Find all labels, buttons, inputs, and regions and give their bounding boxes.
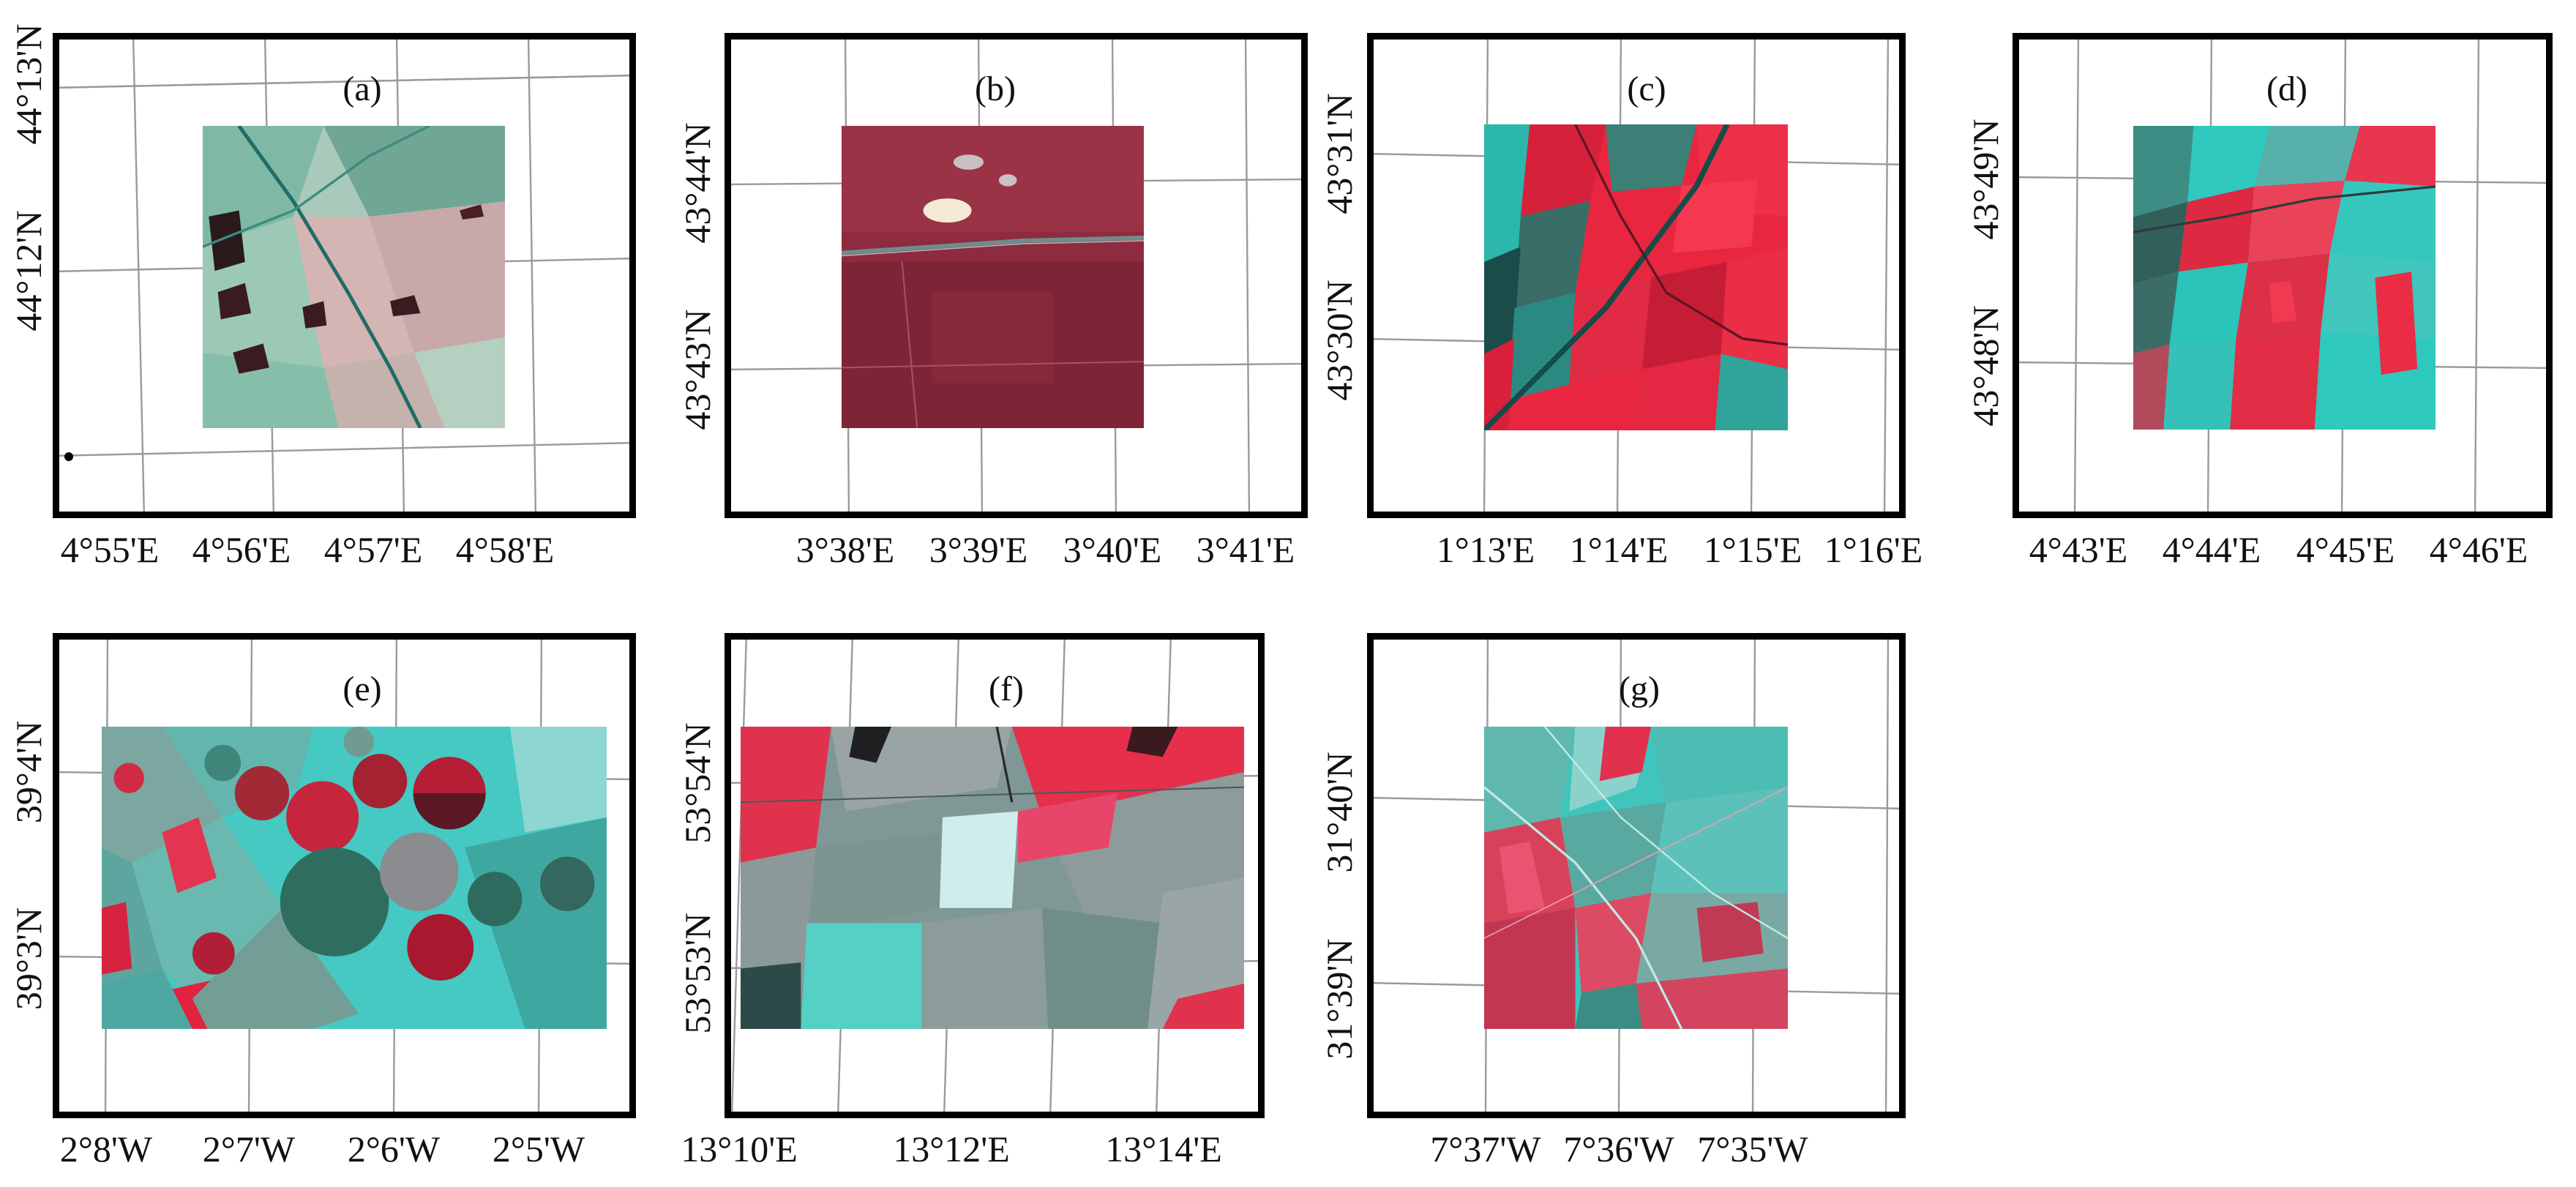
satellite-image-b xyxy=(842,126,1144,428)
x-tick-label: 3°38'E xyxy=(795,529,895,570)
x-tick-label: 13°14'E xyxy=(1105,1128,1222,1169)
satellite-image-c xyxy=(1484,124,1788,430)
y-tick-label: 43°48'N xyxy=(1965,305,2006,427)
x-tick-label: 4°44'E xyxy=(2162,529,2261,570)
x-tick-label: 2°7'W xyxy=(202,1128,296,1169)
x-tick-label: 3°41'E xyxy=(1196,529,1295,570)
y-tick-label: 44°12'N xyxy=(8,210,49,332)
x-tick-label: 2°5'W xyxy=(492,1128,585,1169)
satellite-image-f xyxy=(741,727,1244,1029)
y-tick-label: 31°39'N xyxy=(1319,938,1360,1060)
y-tick-label: 39°4'N xyxy=(8,720,49,824)
satellite-image-g xyxy=(1484,727,1788,1029)
x-tick-label: 4°55'E xyxy=(60,529,160,570)
x-tick-label: 2°8'W xyxy=(59,1128,153,1169)
map-frame-f xyxy=(724,633,1265,1118)
map-frame-g xyxy=(1367,633,1906,1118)
y-tick-label: 39°3'N xyxy=(8,907,49,1011)
y-tick-label: 43°43'N xyxy=(677,309,718,430)
x-tick-label: 4°46'E xyxy=(2429,529,2528,570)
satellite-image-a xyxy=(203,126,505,428)
satellite-image-d xyxy=(2133,126,2435,430)
y-tick-label: 53°53'N xyxy=(677,913,718,1034)
x-tick-label: 4°57'E xyxy=(323,529,423,570)
x-tick-label: 2°6'W xyxy=(347,1128,441,1169)
map-frame-b xyxy=(724,33,1308,518)
x-tick-label: 7°35'W xyxy=(1697,1128,1808,1169)
panel-label-d: (d) xyxy=(2266,70,2307,108)
y-tick-label: 43°49'N xyxy=(1965,119,2006,240)
x-tick-label: 3°40'E xyxy=(1063,529,1162,570)
y-tick-label: 31°40'N xyxy=(1319,752,1360,873)
y-tick-label: 43°44'N xyxy=(677,122,718,244)
x-tick-label: 1°14'E xyxy=(1569,529,1669,570)
panel-label-c: (c) xyxy=(1627,70,1666,108)
x-tick-label: 7°37'W xyxy=(1430,1128,1541,1169)
x-tick-label: 3°39'E xyxy=(929,529,1028,570)
x-tick-label: 4°43'E xyxy=(2029,529,2128,570)
map-frame-e xyxy=(53,633,636,1118)
x-tick-label: 13°10'E xyxy=(681,1128,798,1169)
y-tick-label: 43°30'N xyxy=(1319,280,1360,401)
satellite-image-e xyxy=(102,727,607,1029)
x-tick-label: 4°58'E xyxy=(455,529,555,570)
tick-mark xyxy=(64,452,73,461)
x-tick-label: 1°16'E xyxy=(1824,529,1923,570)
x-tick-label: 4°45'E xyxy=(2296,529,2395,570)
panel-label-e: (e) xyxy=(342,670,382,708)
x-tick-label: 1°13'E xyxy=(1436,529,1535,570)
y-tick-label: 44°13'N xyxy=(8,23,49,145)
x-tick-label: 13°12'E xyxy=(893,1128,1010,1169)
y-tick-label: 53°54'N xyxy=(677,722,718,844)
panel-label-a: (a) xyxy=(342,70,382,108)
panel-label-g: (g) xyxy=(1619,670,1660,708)
panel-label-f: (f) xyxy=(989,670,1024,708)
x-tick-label: 1°15'E xyxy=(1703,529,1802,570)
panel-label-b: (b) xyxy=(975,70,1016,108)
x-tick-label: 7°36'W xyxy=(1563,1128,1674,1169)
x-tick-label: 4°56'E xyxy=(192,529,291,570)
map-frame-d xyxy=(2012,33,2553,518)
y-tick-label: 43°31'N xyxy=(1319,93,1360,214)
